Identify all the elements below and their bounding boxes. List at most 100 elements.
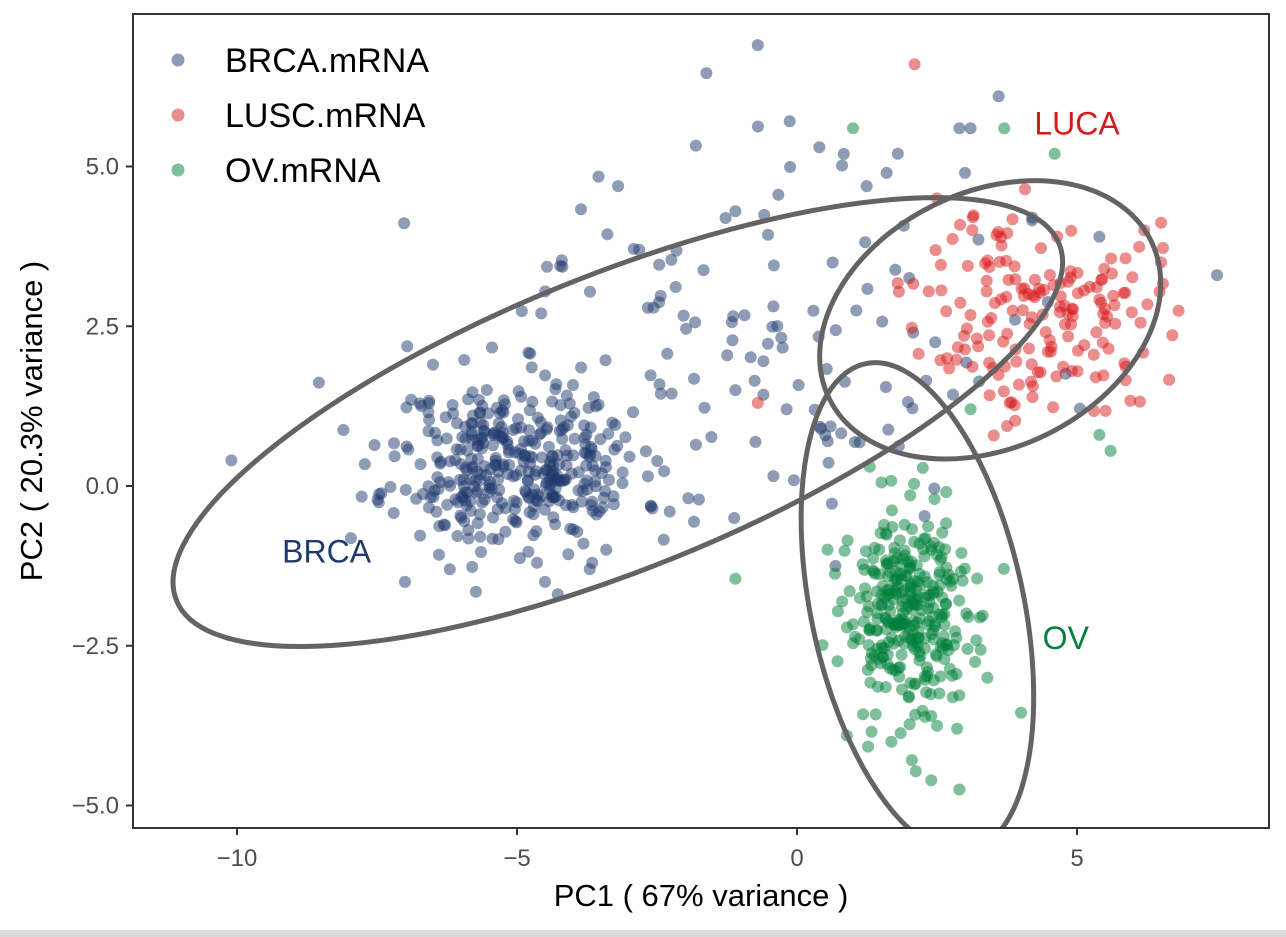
data-point (461, 444, 474, 457)
data-point (829, 324, 842, 337)
data-point (898, 630, 911, 643)
data-point (891, 147, 904, 160)
data-point (1133, 395, 1146, 408)
data-point (894, 727, 907, 740)
data-point (859, 236, 872, 249)
data-point (1065, 224, 1078, 237)
data-point (934, 553, 947, 566)
data-point (728, 512, 741, 524)
legend: BRCA.mRNA LUSC.mRNA OV.mRNA (171, 42, 429, 190)
x-tick-label: 5 (1070, 845, 1083, 872)
data-point (847, 637, 860, 650)
data-point (727, 310, 740, 323)
data-point (553, 458, 565, 471)
data-point (616, 466, 629, 479)
data-point (539, 575, 551, 588)
data-point (1028, 273, 1041, 286)
data-point (466, 386, 479, 399)
data-point (719, 212, 732, 224)
data-point (1090, 326, 1103, 339)
data-point (583, 563, 596, 576)
data-point (951, 722, 964, 735)
data-point (993, 255, 1006, 268)
data-point (893, 670, 906, 683)
data-point (469, 585, 482, 598)
data-point (861, 282, 874, 295)
data-point (985, 312, 998, 324)
data-point (1125, 306, 1138, 319)
data-point (422, 406, 435, 419)
data-point (868, 541, 881, 554)
data-point (522, 346, 535, 359)
data-point (462, 524, 475, 537)
data-point (399, 575, 411, 588)
x-tick-label: −5 (503, 845, 530, 872)
data-point (870, 624, 883, 637)
data-point (658, 465, 671, 478)
data-point (1026, 380, 1039, 393)
data-point (459, 420, 472, 433)
data-point (783, 115, 796, 128)
data-point (959, 166, 971, 179)
data-point (543, 473, 556, 486)
data-point (947, 388, 959, 401)
data-point (1009, 273, 1022, 286)
data-point (1009, 313, 1021, 326)
data-point (908, 477, 921, 490)
data-point (966, 224, 979, 237)
data-point (907, 277, 920, 290)
data-point (953, 122, 966, 135)
data-point (1172, 304, 1185, 317)
data-point (534, 416, 547, 429)
data-point (496, 404, 509, 417)
data-point (542, 440, 555, 453)
data-point (919, 532, 932, 545)
data-point (522, 434, 535, 447)
data-point (824, 420, 837, 433)
data-point (1087, 348, 1100, 361)
data-point (665, 253, 678, 266)
data-point (992, 90, 1005, 103)
data-point (669, 281, 682, 293)
data-point (761, 337, 774, 350)
legend-label: BRCA.mRNA (225, 42, 429, 80)
data-point (1012, 378, 1025, 391)
luca-group-label: LUCA (1034, 106, 1120, 142)
data-point (857, 708, 870, 721)
data-point (698, 401, 711, 414)
data-point (437, 518, 450, 531)
data-point (1126, 271, 1139, 284)
data-point (434, 455, 447, 468)
data-point (641, 470, 654, 483)
data-point (920, 686, 933, 699)
data-point (697, 264, 710, 277)
data-point (1025, 358, 1038, 371)
data-point (1093, 230, 1106, 243)
data-point (865, 647, 878, 660)
data-point (1062, 330, 1075, 343)
data-point (441, 498, 454, 511)
data-point (859, 582, 871, 595)
data-point (641, 301, 654, 314)
data-point (981, 671, 994, 684)
data-point (843, 585, 856, 598)
data-point (935, 284, 948, 297)
data-point (645, 499, 657, 512)
data-point (1141, 298, 1154, 311)
data-point (930, 650, 943, 663)
data-point (943, 362, 956, 375)
data-point (961, 642, 974, 655)
data-point (1009, 414, 1022, 427)
data-point (853, 592, 866, 605)
data-point (928, 482, 941, 495)
data-point (766, 320, 779, 333)
data-point (835, 427, 848, 440)
data-point (1039, 326, 1052, 339)
data-point (512, 413, 524, 425)
data-point (705, 431, 718, 443)
data-point (914, 579, 927, 592)
data-point (923, 615, 935, 628)
data-point (1155, 216, 1168, 229)
data-point (879, 612, 892, 625)
data-point (513, 552, 526, 565)
